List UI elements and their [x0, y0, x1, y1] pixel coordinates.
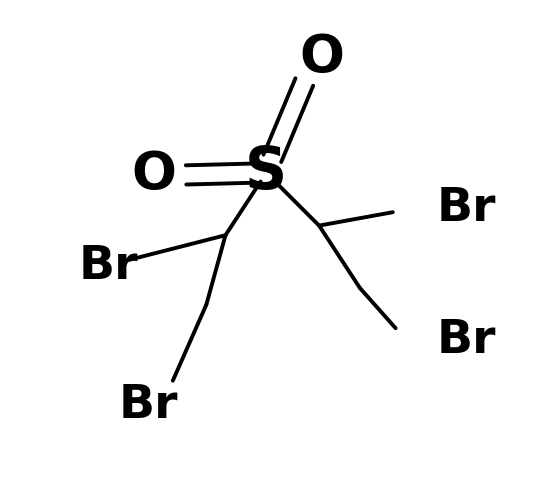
- Text: O: O: [299, 32, 344, 84]
- Text: O: O: [131, 149, 176, 201]
- Text: Br: Br: [437, 318, 496, 363]
- Text: Br: Br: [79, 244, 138, 289]
- Text: Br: Br: [437, 186, 496, 231]
- Text: S: S: [245, 144, 287, 201]
- Text: Br: Br: [119, 383, 178, 428]
